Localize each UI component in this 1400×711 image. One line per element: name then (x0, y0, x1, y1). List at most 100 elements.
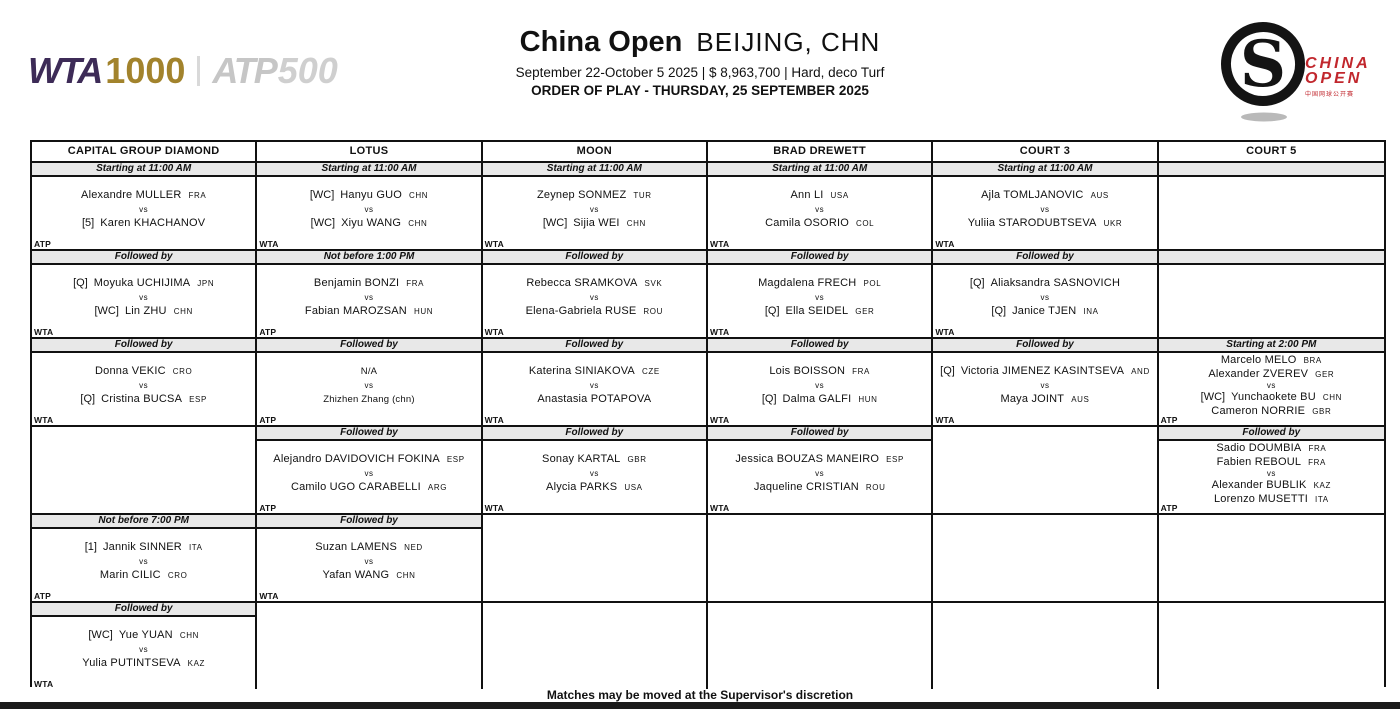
match-cell (482, 601, 706, 689)
player-name: Janice TJEN (1012, 304, 1077, 317)
vs-label: vs (139, 380, 149, 390)
court-header: MOON (576, 145, 613, 157)
player-seed: [WC] (310, 216, 336, 229)
player-line: Elena-Gabriela RUSE ROU (526, 305, 663, 318)
player-name: Katerina SINIAKOVA (528, 364, 635, 377)
country-code: GBR (1312, 406, 1332, 416)
player-line: Lois BOISSON FRA (769, 365, 870, 378)
match-lines: Sadio DOUMBIA FRA Fabien REBOUL FRA vs Alexan… (1161, 441, 1382, 507)
match-lines: [WC] Hanyu GUO CHN vs [WC] Xiyu WANG CHN (259, 177, 478, 241)
court-header: COURT 5 (1246, 145, 1297, 157)
match-lines: Alejandro DAVIDOVICH FOKINA ESP vs Camilo U… (259, 441, 478, 505)
tournament-city: BEIJING, CHN (696, 27, 881, 57)
player-name: Fabian MAROZSAN (304, 304, 407, 317)
player-name: Alexandre MULLER (81, 188, 182, 201)
time-band: Followed by (32, 337, 256, 353)
match-lines: Sonay KARTAL GBR vs Alycia PARKS USA (485, 441, 704, 505)
time-band: Starting at 11:00 AM (32, 161, 256, 177)
player-name: Karen KHACHANOV (100, 216, 206, 229)
logo-line1: CHINA (1305, 55, 1371, 72)
player-line: [WC] Xiyu WANG CHN (311, 217, 428, 230)
match-cell (32, 425, 256, 513)
country-code: FRA (1308, 457, 1326, 467)
time-band: Not before 7:00 PM (32, 513, 256, 529)
match-cell (707, 513, 932, 601)
country-code: GER (1315, 369, 1335, 379)
player-seed: [WC] (309, 188, 335, 201)
country-code: FRA (1308, 444, 1327, 453)
match-cell (1158, 601, 1384, 689)
tour-tag: ATP (259, 327, 277, 337)
player-name: Ella SEIDEL (785, 304, 849, 317)
time-band: Followed by (257, 425, 481, 441)
tournament-header: China Open BEIJING, CHN September 22-Octo… (0, 26, 1400, 98)
player-name: Zhizhen Zhang (chn) (323, 393, 415, 405)
match-cell: Lois BOISSON FRA vs [Q] Dalma GALFI HUN WTA (707, 353, 932, 425)
court-column: BRAD DREWETT Starting at 11:00 AM Ann LI US… (707, 142, 934, 689)
title-line: China Open BEIJING, CHN (0, 26, 1400, 59)
tour-tag: WTA (34, 415, 54, 425)
player-line: [Q] Janice TJEN INA (991, 305, 1098, 318)
player-name: Yulia PUTINTSEVA (82, 656, 181, 669)
match-cell: N/A vs Zhizhen Zhang (chn) ATP (257, 353, 481, 425)
player-line: [Q] Cristina BUCSA ESP (80, 393, 207, 406)
vs-label: vs (815, 292, 825, 302)
match-lines: Ann LI USA vs Camila OSORIO COL (710, 177, 929, 241)
player-name: Xiyu WANG (341, 216, 402, 229)
logo-line2: OPEN (1305, 70, 1363, 87)
player-line: [Q] Aliaksandra SASNOVICH (970, 277, 1120, 290)
vs-label: vs (1040, 292, 1050, 302)
player-line: Yafan WANG CHN (323, 569, 416, 582)
player-name: Jaqueline CRISTIAN (753, 480, 859, 493)
player-name: Aliaksandra SASNOVICH (990, 276, 1121, 289)
match-cell: [WC] Yue YUAN CHN vs Yulia PUTINTSEVA KAZ WTA (32, 617, 256, 689)
player-seed: [WC] (88, 628, 113, 641)
player-line: Fabian MAROZSAN HUN (305, 305, 433, 318)
player-name: Victoria JIMENEZ KASINTSEVA (960, 364, 1125, 377)
player-name: Rebecca SRAMKOVA (526, 276, 638, 289)
country-code: COL (855, 218, 875, 228)
country-code: INA (1083, 306, 1099, 316)
vs-label: vs (815, 380, 825, 390)
time-band: Followed by (257, 513, 481, 529)
tour-tag: WTA (935, 415, 955, 425)
player-name: Sonay KARTAL (542, 452, 621, 465)
match-cell: Katerina SINIAKOVA CZE vs Anastasia POTAPOV… (482, 353, 706, 425)
match-cell (1158, 265, 1384, 337)
player-seed: [WC] (1200, 391, 1226, 403)
tour-tag: WTA (484, 239, 504, 249)
match-cell: Magdalena FRECH POL vs [Q] Ella SEIDEL GER WTA (707, 265, 932, 337)
player-name: Hanyu GUO (340, 188, 402, 201)
time-band: Not before 1:00 PM (257, 249, 481, 265)
order-of-play-line: ORDER OF PLAY - THURSDAY, 25 SEPTEMBER 2… (531, 83, 869, 98)
court-column: COURT 3 Starting at 11:00 AM Ajla TOMLJANO… (933, 142, 1159, 689)
player-name: Marin CILIC (99, 568, 161, 581)
player-name: Moyuka UCHIJIMA (93, 276, 191, 289)
china-open-logo: S CHINA OPEN 中国网球公开赛 (1217, 12, 1382, 122)
match-lines: N/A vs Zhizhen Zhang (chn) (259, 353, 478, 417)
court-header: LOTUS (349, 145, 389, 157)
time-band: Starting at 11:00 AM (933, 161, 1157, 177)
match-lines: Marcelo MELO BRA Alexander ZVEREV GER vs [WC]… (1161, 353, 1382, 419)
country-code: USA (624, 482, 643, 492)
tournament-subtitle: September 22-October 5 2025 | $ 8,963,70… (515, 65, 885, 80)
match-lines: [WC] Yue YUAN CHN vs Yulia PUTINTSEVA KAZ (34, 617, 253, 681)
player-name: Yafan WANG (322, 568, 390, 581)
player-seed: [Q] (73, 276, 88, 289)
country-code: ITA (1315, 494, 1329, 504)
player-line: Anastasia POTAPOVA (537, 393, 651, 406)
player-name: Camilo UGO CARABELLI (290, 480, 421, 493)
country-code: USA (830, 190, 849, 200)
match-cell: Rebecca SRAMKOVA SVK vs Elena-Gabriela RUSE… (482, 265, 706, 337)
player-line: Magdalena FRECH POL (758, 277, 881, 290)
match-cell (933, 513, 1157, 601)
match-lines: [1] Jannik SINNER ITA vs Marin CILIC CRO (34, 529, 253, 593)
country-code: AUS (1090, 190, 1109, 200)
tour-tag: WTA (484, 415, 504, 425)
time-band: Followed by (707, 249, 932, 265)
player-name: Jessica BOUZAS MANEIRO (735, 452, 880, 465)
tour-tag: ATP (34, 239, 51, 249)
court-header: BRAD DREWETT (773, 145, 867, 157)
china-open-s-icon: S (1221, 22, 1305, 122)
player-name: Yuliia STARODUBTSEVA (967, 216, 1097, 229)
